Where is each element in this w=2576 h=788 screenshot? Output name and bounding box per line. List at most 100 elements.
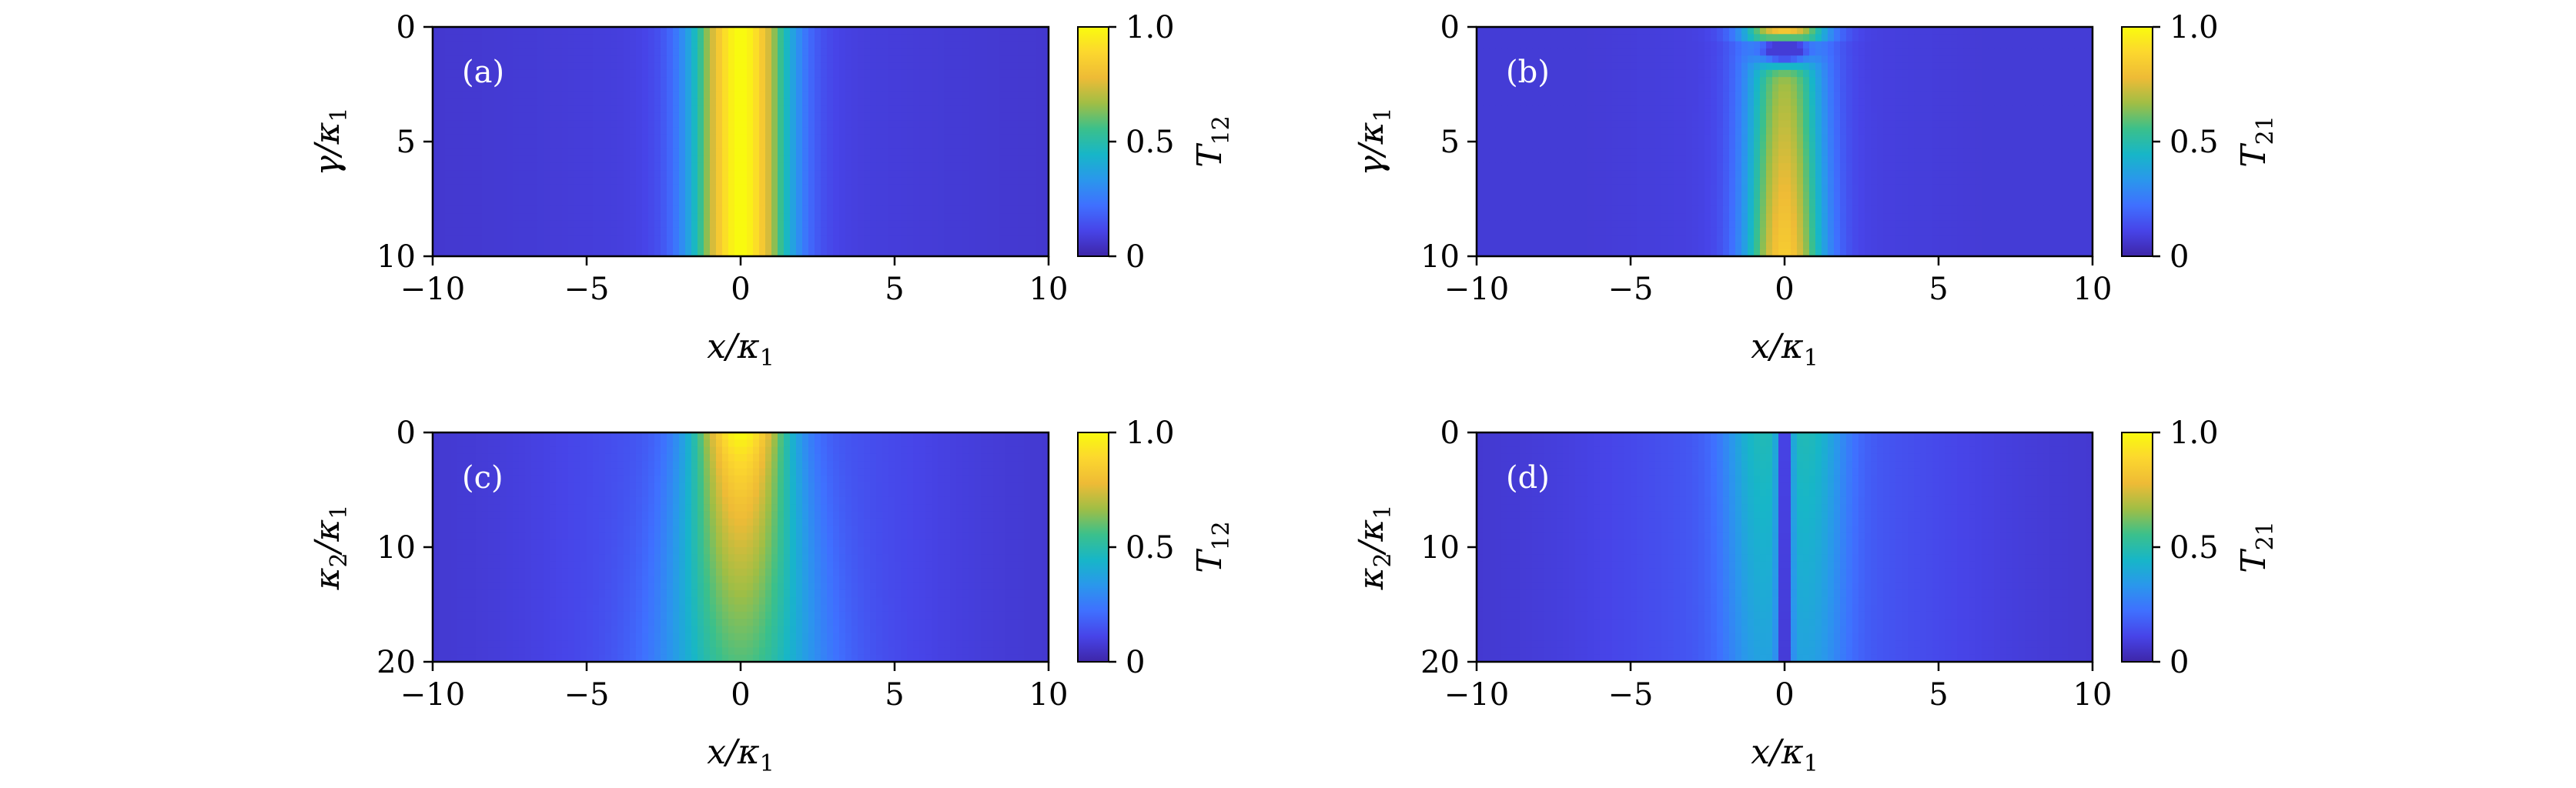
heatmap-cell [1692,62,1699,71]
heatmap-cell [1594,41,1601,49]
heatmap-cell [1932,84,1939,92]
heatmap-cell [500,242,507,250]
heatmap-cell [500,55,507,64]
heatmap-cell [1680,41,1687,49]
heatmap-cell [802,127,809,135]
heatmap-cell [1871,120,1878,128]
heatmap-cell [710,62,717,71]
heatmap-cell [500,91,507,99]
heatmap-cell [864,91,871,99]
heatmap-cell [1624,142,1631,149]
heatmap-cell [1661,91,1668,99]
heatmap-cell [1803,98,1810,107]
heatmap-cell [679,48,686,56]
heatmap-cell [1618,91,1625,99]
heatmap-cell [1587,105,1594,114]
heatmap-cell [925,127,932,135]
heatmap-cell [950,235,957,242]
heatmap-cell [747,162,754,171]
heatmap-cell [1030,235,1037,242]
heatmap-cell [919,162,926,171]
heatmap-cell [463,91,470,99]
heatmap-cell [500,170,507,179]
heatmap-cell [753,170,760,179]
heatmap-cell [519,34,526,42]
heatmap-cell [1661,127,1668,135]
heatmap-cell [537,77,544,85]
heatmap-cell [1957,77,1964,85]
heatmap-cell [784,227,791,235]
x-tick-label: −5 [564,272,610,307]
heatmap-cell [802,69,809,78]
heatmap-cell [562,242,569,250]
heatmap-cell [494,98,501,107]
heatmap-cell [698,55,704,64]
heatmap-cell [833,134,840,142]
heatmap-cell [778,77,785,85]
heatmap-cell [1803,149,1810,157]
heatmap-cell [771,48,778,56]
heatmap-cell [525,249,532,257]
heatmap-cell [494,199,501,207]
heatmap-cell [698,84,704,92]
heatmap-cell [845,134,852,142]
heatmap-cell [1920,91,1927,99]
heatmap-cell [802,134,809,142]
heatmap-cell [1575,127,1582,135]
heatmap-cell [969,27,975,35]
heatmap-cell [851,41,858,49]
heatmap-cell [488,127,495,135]
heatmap-cell [457,142,464,149]
heatmap-cell [975,120,982,128]
heatmap-cell [1754,120,1761,128]
heatmap-cell [981,120,988,128]
heatmap-cell [605,98,612,107]
heatmap-cell [2068,62,2075,71]
heatmap-cell [537,62,544,71]
heatmap-cell [544,105,550,114]
heatmap-cell [667,105,674,114]
heatmap-cell [1018,84,1025,92]
heatmap-cell [876,48,883,56]
heatmap-cell [969,142,975,149]
heatmap-cell [488,177,495,185]
heatmap-cell [907,177,914,185]
heatmap-cell [1889,27,1896,35]
heatmap-cell [1895,105,1902,114]
heatmap-cell [642,69,649,78]
heatmap-cell [796,91,803,99]
heatmap-cell [778,84,785,92]
heatmap-cell [1042,41,1049,49]
heatmap-cell [870,112,877,121]
heatmap-cell [815,134,821,142]
heatmap-cell [470,220,477,229]
heatmap-cell [765,69,772,78]
heatmap-cell [1988,105,1995,114]
heatmap-cell [1932,48,1939,56]
heatmap-cell [1920,134,1927,142]
heatmap-cell [962,127,969,135]
heatmap-cell [531,162,538,171]
heatmap-cell [907,162,914,171]
heatmap-cell [1815,69,1822,78]
heatmap-cell [2086,112,2093,121]
heatmap-cell [1840,98,1847,107]
heatmap-cell [605,184,612,192]
heatmap-cell [1655,149,1662,157]
heatmap-cell [888,249,895,257]
heatmap-cell [648,199,655,207]
heatmap-cell [1883,34,1890,42]
heatmap-cell [1705,91,1711,99]
heatmap-cell [580,120,587,128]
heatmap-cell [796,98,803,107]
heatmap-cell [1698,112,1705,121]
heatmap-cell [1766,134,1773,142]
heatmap-cell [611,177,618,185]
heatmap-cell [500,48,507,56]
heatmap-cell [593,120,600,128]
heatmap-cell [1674,27,1681,35]
heatmap-cell [944,177,951,185]
heatmap-cell [1594,91,1601,99]
heatmap-cell [728,48,735,56]
heatmap-cell [710,242,717,250]
